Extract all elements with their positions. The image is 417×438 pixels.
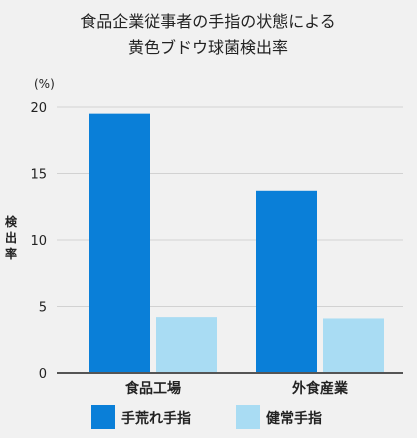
chart-title-line-1: 食品企業従事者の手指の状態による <box>80 12 336 31</box>
y-tick-labels: 0 5 10 15 20 <box>30 101 47 382</box>
y-axis-label: 検出率 <box>5 214 18 261</box>
legend: 手荒れ手指 健常手指 <box>91 405 322 429</box>
y-tick-label: 10 <box>30 234 47 249</box>
legend-label: 手荒れ手指 <box>121 410 191 427</box>
x-tick-labels: 食品工場 外食産業 <box>125 380 349 397</box>
bar-rough-hands-food-service <box>256 190 317 373</box>
y-axis-unit-label: (%) <box>34 77 55 91</box>
x-tick-label: 外食産業 <box>292 380 349 397</box>
bar-healthy-hands-food-service <box>323 318 384 373</box>
y-tick-label: 5 <box>39 301 47 316</box>
legend-swatch <box>236 405 260 429</box>
y-tick-label: 15 <box>30 168 47 183</box>
bar-rough-hands-food-factory <box>89 113 150 374</box>
legend-swatch <box>91 405 115 429</box>
y-tick-label: 0 <box>39 367 47 382</box>
bar-healthy-hands-food-factory <box>156 317 217 373</box>
y-tick-label: 20 <box>30 101 47 116</box>
chart-title-line-2: 黄色ブドウ球菌検出率 <box>128 38 288 57</box>
legend-label: 健常手指 <box>266 410 322 427</box>
x-tick-label: 食品工場 <box>125 380 181 397</box>
bars <box>89 113 384 374</box>
